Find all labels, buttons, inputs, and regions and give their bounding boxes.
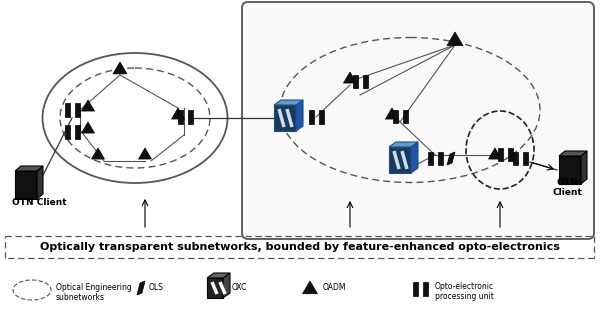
- Polygon shape: [187, 110, 193, 124]
- Polygon shape: [362, 75, 367, 88]
- Polygon shape: [74, 125, 79, 139]
- Polygon shape: [422, 282, 427, 296]
- Polygon shape: [437, 152, 443, 165]
- Polygon shape: [343, 72, 356, 83]
- Polygon shape: [15, 171, 37, 199]
- Text: OXC: OXC: [232, 283, 247, 292]
- Polygon shape: [386, 108, 398, 119]
- Polygon shape: [427, 152, 433, 165]
- Polygon shape: [512, 152, 517, 165]
- Polygon shape: [223, 273, 230, 298]
- Polygon shape: [559, 156, 581, 184]
- Polygon shape: [497, 148, 503, 161]
- Polygon shape: [411, 142, 418, 173]
- Polygon shape: [488, 148, 502, 159]
- Polygon shape: [559, 151, 587, 156]
- Polygon shape: [508, 148, 512, 161]
- Polygon shape: [353, 75, 358, 88]
- Polygon shape: [389, 142, 418, 147]
- Polygon shape: [274, 100, 303, 105]
- Text: Opto-electronic
processing unit: Opto-electronic processing unit: [435, 282, 494, 301]
- Polygon shape: [65, 103, 70, 117]
- Polygon shape: [82, 122, 95, 133]
- Polygon shape: [447, 32, 463, 46]
- Polygon shape: [91, 148, 104, 159]
- Polygon shape: [207, 273, 230, 278]
- Polygon shape: [82, 100, 95, 111]
- Polygon shape: [113, 62, 127, 74]
- Polygon shape: [319, 110, 323, 124]
- Polygon shape: [523, 152, 527, 165]
- Text: Optically transparent subnetworks, bounded by feature-enhanced opto-electronics: Optically transparent subnetworks, bound…: [40, 242, 560, 252]
- Polygon shape: [296, 100, 303, 131]
- Polygon shape: [389, 147, 411, 173]
- FancyBboxPatch shape: [242, 2, 594, 239]
- Polygon shape: [172, 108, 185, 119]
- Text: OTN
Client: OTN Client: [552, 178, 582, 197]
- Polygon shape: [65, 125, 70, 139]
- Text: OADM: OADM: [323, 283, 347, 292]
- Polygon shape: [581, 151, 587, 184]
- Polygon shape: [37, 166, 43, 199]
- Polygon shape: [139, 148, 151, 159]
- Polygon shape: [392, 110, 398, 123]
- Polygon shape: [403, 110, 407, 123]
- Text: Optical Engineering
subnetworks: Optical Engineering subnetworks: [56, 283, 132, 302]
- Polygon shape: [178, 110, 182, 124]
- Polygon shape: [137, 281, 145, 295]
- Polygon shape: [274, 105, 296, 131]
- Polygon shape: [207, 278, 223, 298]
- Polygon shape: [413, 282, 418, 296]
- Text: OTN Client: OTN Client: [12, 198, 67, 207]
- Polygon shape: [15, 166, 43, 171]
- Polygon shape: [447, 152, 455, 165]
- Text: OLS: OLS: [149, 283, 164, 292]
- Polygon shape: [308, 110, 314, 124]
- Polygon shape: [74, 103, 79, 117]
- Polygon shape: [302, 281, 317, 294]
